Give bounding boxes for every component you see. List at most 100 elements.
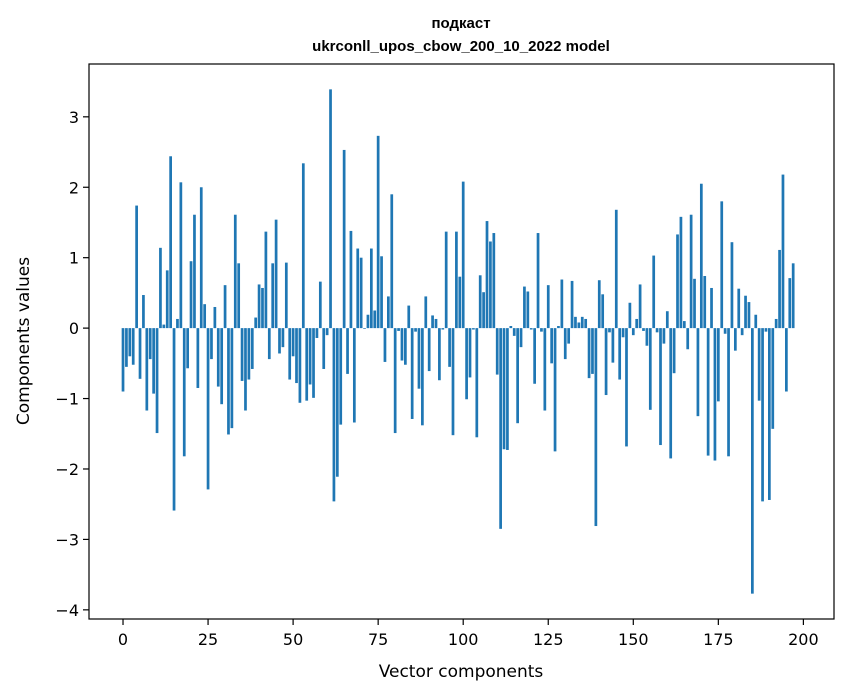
bar-129 bbox=[560, 279, 564, 329]
bar-17 bbox=[179, 182, 183, 329]
bar-186 bbox=[754, 314, 758, 329]
bar-170 bbox=[699, 183, 703, 329]
bar-19 bbox=[186, 328, 190, 369]
bar-97 bbox=[451, 328, 455, 436]
bar-45 bbox=[274, 219, 278, 329]
bar-79 bbox=[390, 194, 394, 329]
bar-5 bbox=[138, 328, 142, 379]
bar-0 bbox=[121, 328, 125, 392]
bar-141 bbox=[601, 294, 605, 329]
bar-86 bbox=[414, 328, 417, 332]
bar-192 bbox=[774, 318, 778, 329]
x-tick-label: 75 bbox=[368, 630, 388, 649]
bar-51 bbox=[295, 328, 298, 384]
bar-94 bbox=[441, 328, 445, 330]
x-tick-label: 25 bbox=[198, 630, 218, 649]
bar-152 bbox=[638, 284, 642, 329]
bar-188 bbox=[761, 328, 764, 502]
bar-81 bbox=[397, 328, 400, 331]
bar-52 bbox=[298, 328, 302, 403]
bar-95 bbox=[444, 231, 448, 329]
bar-196 bbox=[788, 278, 792, 329]
bar-171 bbox=[703, 276, 707, 329]
bar-6 bbox=[142, 295, 145, 329]
bar-140 bbox=[597, 280, 601, 329]
bar-147 bbox=[621, 328, 625, 338]
bar-47 bbox=[281, 328, 285, 348]
bar-121 bbox=[533, 328, 536, 384]
y-tick-label: −4 bbox=[55, 601, 79, 620]
bar-165 bbox=[682, 321, 686, 329]
bar-92 bbox=[434, 318, 438, 329]
bar-64 bbox=[339, 328, 343, 425]
bar-178 bbox=[727, 328, 730, 457]
bar-65 bbox=[342, 149, 346, 329]
chart-title: подкаст bbox=[431, 15, 490, 32]
y-tick-label: −1 bbox=[55, 390, 79, 409]
bar-166 bbox=[686, 328, 690, 350]
bar-137 bbox=[587, 328, 591, 379]
bar-163 bbox=[676, 234, 679, 329]
bar-7 bbox=[145, 328, 149, 411]
bar-58 bbox=[318, 281, 322, 329]
bar-76 bbox=[380, 256, 383, 329]
bar-122 bbox=[536, 233, 540, 329]
bar-60 bbox=[325, 328, 329, 336]
bar-133 bbox=[574, 316, 577, 329]
bar-154 bbox=[645, 328, 649, 346]
bar-102 bbox=[468, 328, 472, 378]
bar-77 bbox=[383, 328, 387, 362]
bar-91 bbox=[431, 315, 434, 329]
bar-113 bbox=[506, 328, 509, 450]
bar-53 bbox=[301, 163, 305, 329]
bar-43 bbox=[267, 328, 271, 360]
bar-61 bbox=[329, 89, 332, 329]
bar-3 bbox=[131, 328, 135, 365]
bar-167 bbox=[689, 214, 693, 329]
bar-57 bbox=[315, 328, 319, 338]
bar-41 bbox=[261, 287, 264, 329]
bar-73 bbox=[369, 248, 373, 329]
y-ticks: −4 −3 −2 −1 0 1 2 3 bbox=[55, 108, 89, 620]
bar-31 bbox=[227, 328, 230, 435]
bar-44 bbox=[271, 263, 275, 329]
bar-177 bbox=[723, 328, 727, 334]
bar-70 bbox=[359, 257, 363, 329]
bar-128 bbox=[557, 326, 560, 329]
bar-120 bbox=[529, 328, 533, 330]
bar-155 bbox=[648, 328, 652, 410]
x-axis-label: Vector components bbox=[379, 662, 544, 682]
bar-25 bbox=[206, 328, 210, 490]
bar-8 bbox=[148, 328, 152, 360]
y-tick-label: −3 bbox=[55, 530, 79, 549]
bar-28 bbox=[216, 328, 220, 387]
chart-subtitle: ukrconll_upos_cbow_200_10_2022 model bbox=[312, 38, 610, 55]
bar-149 bbox=[628, 302, 632, 329]
bar-124 bbox=[543, 328, 547, 411]
bar-156 bbox=[652, 255, 656, 329]
x-tick-label: 150 bbox=[618, 630, 649, 649]
bar-142 bbox=[604, 328, 608, 396]
x-tick-label: 0 bbox=[118, 630, 128, 649]
bar-49 bbox=[288, 328, 292, 380]
bar-90 bbox=[427, 328, 431, 372]
bar-109 bbox=[492, 233, 496, 329]
bar-83 bbox=[404, 328, 407, 365]
bar-160 bbox=[665, 311, 669, 329]
bar-80 bbox=[393, 328, 397, 434]
bar-104 bbox=[475, 328, 479, 438]
bar-174 bbox=[713, 328, 717, 461]
bar-161 bbox=[669, 328, 673, 459]
bar-151 bbox=[635, 318, 639, 329]
bar-33 bbox=[233, 214, 237, 329]
bar-20 bbox=[189, 261, 193, 329]
bar-93 bbox=[438, 328, 441, 381]
x-tick-label: 50 bbox=[283, 630, 303, 649]
y-tick-label: −2 bbox=[55, 460, 79, 479]
x-tick-label: 125 bbox=[533, 630, 564, 649]
bar-132 bbox=[570, 280, 574, 329]
bar-114 bbox=[509, 326, 513, 329]
bar-40 bbox=[257, 284, 261, 329]
bar-182 bbox=[740, 328, 744, 336]
